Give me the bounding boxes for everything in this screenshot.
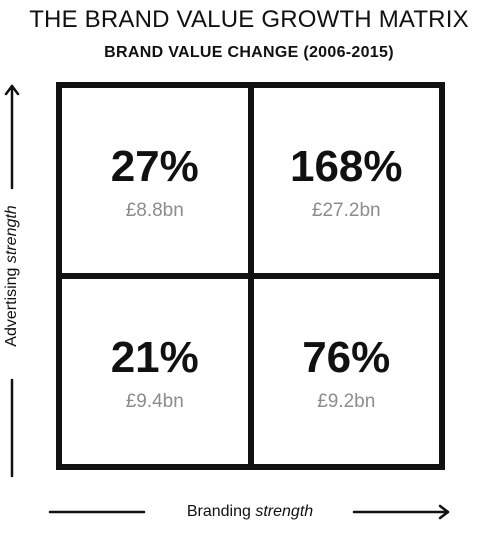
quadrant-percent: 168%: [289, 142, 403, 191]
quadrant-top-left: 27% £8.8bn: [62, 88, 251, 276]
quadrant-bottom-right: 76% £9.2bn: [250, 276, 439, 464]
y-axis-label: Advertising strength: [3, 205, 21, 346]
up-arrow-icon: [4, 84, 20, 478]
x-axis-label: Branding strength: [187, 503, 313, 521]
x-axis-label-emphasis: strength: [255, 503, 314, 520]
quadrant-top-right: 168% £27.2bn: [250, 88, 439, 276]
x-axis-label-text: Branding: [186, 503, 251, 520]
right-arrow-icon: [48, 504, 450, 520]
quadrant-value: £27.2bn: [311, 200, 381, 221]
growth-matrix: 27% £8.8bn 168% £27.2bn 21% £9.4bn 76% £…: [56, 82, 445, 470]
y-axis-label-text: Advertising: [3, 267, 20, 347]
quadrant-percent: 21%: [110, 333, 199, 382]
y-axis-label-emphasis: strength: [3, 205, 20, 264]
quadrant-percent: 76%: [302, 333, 391, 382]
matrix-title: THE BRAND VALUE GROWTH MATRIX: [29, 6, 469, 33]
quadrant-percent: 27%: [110, 142, 199, 191]
quadrant-value: £8.8bn: [125, 200, 184, 221]
quadrant-value: £9.2bn: [317, 391, 376, 412]
quadrant-bottom-left: 21% £9.4bn: [62, 276, 251, 464]
matrix-subtitle: BRAND VALUE CHANGE (2006-2015): [104, 44, 394, 61]
quadrant-value: £9.4bn: [125, 391, 184, 412]
